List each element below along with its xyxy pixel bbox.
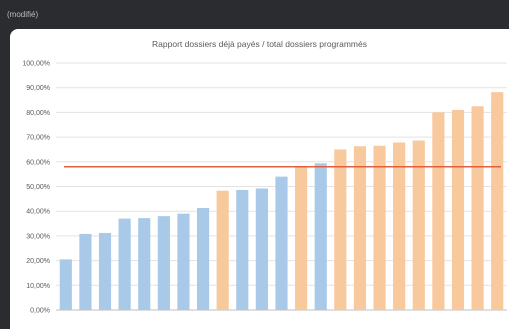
bar (491, 92, 504, 311)
bar (157, 216, 170, 310)
modified-status: (modifié) (7, 10, 39, 19)
bar (118, 218, 131, 310)
bar (177, 213, 190, 310)
bar (138, 218, 151, 310)
y-tick-label: 70,00% (26, 135, 50, 142)
bar (98, 232, 112, 310)
bar (314, 163, 327, 310)
y-tick-label: 50,00% (26, 184, 50, 191)
bar (393, 142, 406, 310)
bar (59, 259, 72, 310)
bar (373, 145, 386, 310)
bar (196, 207, 210, 310)
bar (275, 176, 288, 310)
bar (451, 109, 465, 311)
y-tick-label: 80,00% (26, 110, 50, 117)
bar (79, 233, 92, 310)
bar (236, 189, 249, 310)
chart-card: Rapport dossiers déjà payés / total doss… (10, 29, 509, 329)
y-tick-label: 20,00% (26, 258, 50, 265)
bar (295, 166, 308, 310)
y-tick-label: 0,00% (30, 308, 50, 315)
y-tick-label: 10,00% (26, 283, 50, 290)
bar (432, 112, 445, 311)
bar (412, 140, 425, 310)
y-tick-label: 100,00% (22, 61, 50, 68)
y-tick-label: 60,00% (26, 159, 50, 166)
bar (353, 146, 367, 310)
chart-title: Rapport dossiers déjà payés / total doss… (152, 39, 367, 49)
bar (216, 190, 229, 310)
bar-chart: 0,00% 10,00% 20,00% 30,00% 40,00% 50,00% 60,00… (22, 61, 507, 315)
bar (471, 106, 484, 310)
y-tick-label: 40,00% (26, 209, 50, 216)
bar (255, 188, 268, 310)
y-tick-label: 90,00% (26, 85, 50, 92)
bar (334, 149, 347, 310)
y-tick-label: 30,00% (26, 233, 50, 240)
